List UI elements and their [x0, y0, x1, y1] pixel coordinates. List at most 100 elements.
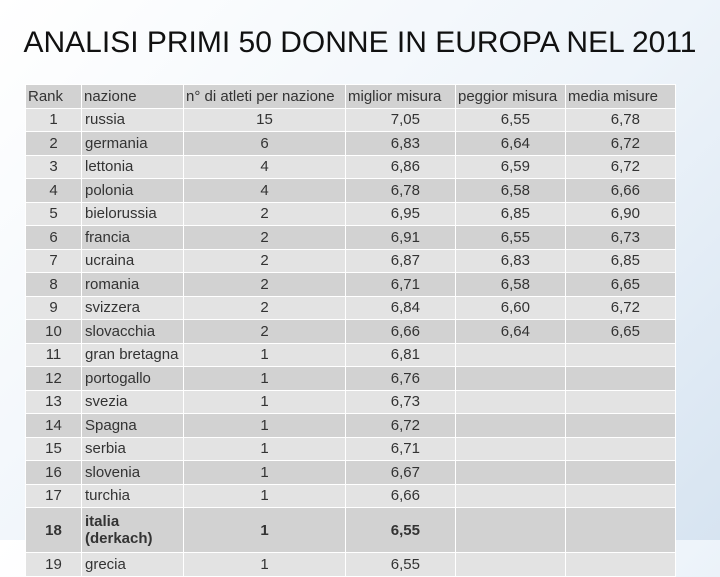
table-cell: 6,58	[455, 272, 566, 297]
table-cell: 2	[183, 225, 346, 250]
table-cell: 8	[25, 272, 82, 297]
table-cell: lettonia	[81, 154, 184, 179]
empty-cell	[455, 483, 566, 508]
table-cell: 3	[25, 154, 82, 179]
table-cell: 6,90	[565, 201, 676, 226]
table-cell: slovacchia	[81, 319, 184, 344]
table-cell: 15	[25, 436, 82, 461]
table-cell: 19	[25, 552, 82, 577]
table-cell: 4	[183, 178, 346, 203]
table-cell: ucraina	[81, 248, 184, 273]
table-cell: 6	[25, 225, 82, 250]
empty-cell	[565, 460, 676, 485]
table-cell: 1	[183, 552, 346, 577]
table-row: 10 slovacchia 2 6,66 6,64 6,65	[25, 319, 676, 344]
header-cell: n° di atleti per nazione	[183, 84, 346, 109]
table-cell: 6,66	[345, 319, 456, 344]
table-cell: 6,60	[455, 295, 566, 320]
table-row: 19 grecia 1 6,55	[25, 552, 676, 577]
table-row: 18 italia (derkach) 1 6,55	[25, 507, 676, 553]
table-cell: 6,91	[345, 225, 456, 250]
header-cell: media misure	[565, 84, 676, 109]
table-cell: slovenia	[81, 460, 184, 485]
table-cell: romania	[81, 272, 184, 297]
table-row: 4 polonia 4 6,78 6,58 6,66	[25, 178, 676, 203]
slide-title: ANALISI PRIMI 50 DONNE IN EUROPA NEL 201…	[23, 26, 697, 59]
table-cell: 6,83	[345, 131, 456, 156]
table-cell: 6,85	[455, 201, 566, 226]
table-cell: 6,58	[455, 178, 566, 203]
table-row: 15 serbia 1 6,71	[25, 436, 676, 461]
table-cell: 5	[25, 201, 82, 226]
empty-cell	[565, 389, 676, 414]
table-cell: bielorussia	[81, 201, 184, 226]
table-cell: 6,73	[565, 225, 676, 250]
header-cell: Rank	[25, 84, 82, 109]
table-cell: 6,72	[565, 295, 676, 320]
table-cell: 6,64	[455, 319, 566, 344]
table-cell: 12	[25, 366, 82, 391]
table-cell: 2	[183, 295, 346, 320]
table-cell: 6,72	[565, 131, 676, 156]
table-row: 16 slovenia 1 6,67	[25, 460, 676, 485]
table-cell: 6,76	[345, 366, 456, 391]
table-row: 3 lettonia 4 6,86 6,59 6,72	[25, 154, 676, 179]
empty-cell	[565, 342, 676, 367]
table-row: 11 gran bretagna 1 6,81	[25, 342, 676, 367]
table-cell: 2	[183, 319, 346, 344]
table-cell: svezia	[81, 389, 184, 414]
table-row: 6 francia 2 6,91 6,55 6,73	[25, 225, 676, 250]
table-cell: svizzera	[81, 295, 184, 320]
table-cell: 6,72	[345, 413, 456, 438]
table-cell: 14	[25, 413, 82, 438]
table-cell: 6,73	[345, 389, 456, 414]
header-row: Rank nazione n° di atleti per nazione migli…	[25, 84, 676, 109]
table-cell: russia	[81, 107, 184, 132]
table-cell: 17	[25, 483, 82, 508]
table-cell: 6	[183, 131, 346, 156]
table-cell: 2	[183, 248, 346, 273]
table-cell: 6,95	[345, 201, 456, 226]
table-cell: 11	[25, 342, 82, 367]
table-cell: 7,05	[345, 107, 456, 132]
table-row: 7 ucraina 2 6,87 6,83 6,85	[25, 248, 676, 273]
table-cell: 6,81	[345, 342, 456, 367]
empty-cell	[565, 507, 676, 553]
empty-cell	[455, 413, 566, 438]
header-cell: nazione	[81, 84, 184, 109]
table-cell: 2	[183, 201, 346, 226]
table-cell: 2	[25, 131, 82, 156]
table-cell: 9	[25, 295, 82, 320]
table-cell: 6,71	[345, 272, 456, 297]
empty-cell	[565, 366, 676, 391]
empty-cell	[565, 413, 676, 438]
table-cell: 6,55	[455, 107, 566, 132]
empty-cell	[455, 507, 566, 553]
table-row: 12 portogallo 1 6,76	[25, 366, 676, 391]
table-cell: 6,65	[565, 272, 676, 297]
table-cell: gran bretagna	[81, 342, 184, 367]
table-cell: 10	[25, 319, 82, 344]
table-cell: 13	[25, 389, 82, 414]
table-cell: turchia	[81, 483, 184, 508]
table-cell: 16	[25, 460, 82, 485]
table-row: 9 svizzera 2 6,84 6,60 6,72	[25, 295, 676, 320]
table-cell: 2	[183, 272, 346, 297]
table-cell: 6,66	[345, 483, 456, 508]
table-cell: 6,86	[345, 154, 456, 179]
table-cell: 6,85	[565, 248, 676, 273]
table-row: 1 russia 15 7,05 6,55 6,78	[25, 107, 676, 132]
table-cell: 15	[183, 107, 346, 132]
table-cell: francia	[81, 225, 184, 250]
empty-cell	[455, 436, 566, 461]
table-cell: 7	[25, 248, 82, 273]
table-cell: germania	[81, 131, 184, 156]
table-cell: 6,84	[345, 295, 456, 320]
table-cell: 1	[183, 342, 346, 367]
table-cell: 1	[183, 460, 346, 485]
table-cell: 18	[25, 507, 82, 553]
empty-cell	[455, 342, 566, 367]
table-cell: polonia	[81, 178, 184, 203]
table-cell: grecia	[81, 552, 184, 577]
